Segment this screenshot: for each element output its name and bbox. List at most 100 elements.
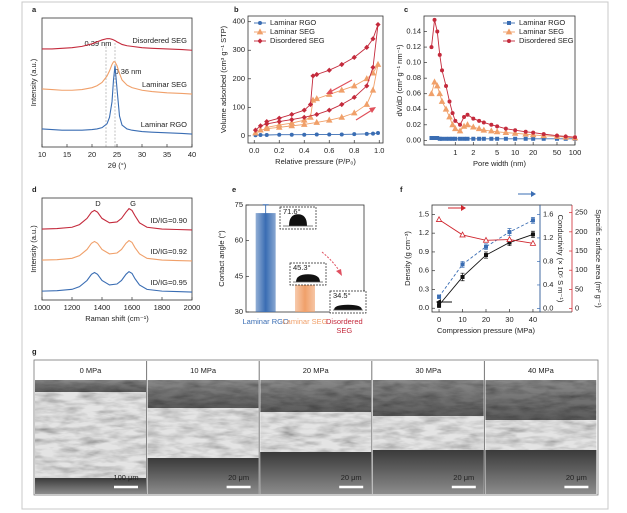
y-axis-title: Contact angle (°): [217, 230, 226, 287]
sem-label: 30 MPa: [415, 366, 442, 375]
data-point: [376, 131, 380, 136]
category-label: Laminar RGO: [242, 317, 289, 326]
data-point: [554, 133, 559, 138]
data-point: [511, 129, 519, 136]
x-tick-label: 0.0: [249, 146, 259, 155]
y-tick-label: 300: [232, 45, 245, 54]
data-point: [444, 83, 449, 88]
data-point: [495, 124, 500, 129]
data-point: [464, 121, 471, 128]
data-point: [507, 240, 512, 245]
data-point: [462, 115, 467, 120]
y2-tick-label: 0.0: [543, 303, 553, 312]
figure-border: [21, 1, 609, 510]
data-point: [325, 116, 333, 123]
series-label: ID/IG=0.95: [151, 278, 187, 287]
x-tick-label: 1600: [124, 303, 141, 312]
sem-frame: [33, 359, 599, 496]
label-strip: [35, 361, 146, 380]
data-point: [434, 82, 441, 89]
data-point: [364, 44, 370, 50]
data-point: [513, 128, 518, 133]
data-point: [257, 123, 264, 129]
data-point: [326, 107, 332, 113]
series-label: Laminar RGO: [141, 120, 187, 129]
series-line: [41, 65, 193, 135]
data-point: [484, 244, 488, 249]
y-tick-label: 0.08: [406, 73, 421, 82]
data-point: [327, 132, 332, 137]
data-point: [309, 96, 317, 103]
sem-background: [35, 380, 146, 392]
hysteresis-arrow: [355, 109, 373, 121]
legend-marker: [257, 38, 263, 44]
data-point: [339, 132, 344, 137]
data-point: [471, 136, 476, 141]
data-point: [364, 83, 370, 89]
data-point: [307, 113, 314, 120]
y-tick-label: 0.00: [406, 135, 421, 144]
data-point: [375, 21, 381, 28]
x-tick-label: 20: [482, 315, 490, 324]
data-point: [363, 75, 371, 82]
y3-tick-label: 100: [575, 265, 588, 274]
data-point: [350, 109, 358, 116]
y-tick-label: 0.06: [406, 89, 421, 98]
x-axis-title: Relative pressure (P/P₀): [275, 157, 356, 166]
y2-tick-label: 1.6: [543, 209, 553, 218]
x-axis-title: Raman shift (cm⁻¹): [85, 314, 149, 323]
data-point: [264, 133, 269, 138]
data-point: [258, 133, 263, 138]
data-point: [440, 136, 445, 141]
y-tick-label: 0: [241, 131, 245, 140]
data-point: [465, 136, 470, 141]
x-tick-label: 1.0: [374, 146, 384, 155]
y-tick-label: 100: [232, 102, 245, 111]
data-point: [313, 95, 321, 102]
scale-bar-label: 20 μm: [228, 473, 249, 482]
y-tick-label: 400: [232, 17, 245, 26]
series-label: Disordered SEG: [132, 36, 187, 45]
data-point: [456, 127, 464, 134]
y-tick-label: 30: [235, 307, 243, 316]
y-axis-title: Intensity (a.u.): [29, 58, 38, 106]
sem-film: [147, 408, 259, 458]
data-point: [325, 90, 333, 97]
scale-bar-label: 20 μm: [453, 473, 474, 482]
legend-marker: [258, 21, 262, 25]
sem-film: [35, 392, 146, 478]
series-line: [41, 61, 193, 95]
data-point: [452, 125, 459, 132]
legend-label: Laminar SEG: [519, 27, 564, 36]
x-tick-label: 5: [495, 148, 499, 157]
label-strip: [260, 361, 372, 380]
x-tick-label: 0.8: [349, 146, 359, 155]
category-label: Disordered SEG: [325, 317, 363, 335]
data-point: [449, 121, 456, 128]
y3-tick-label: 0: [575, 304, 579, 313]
data-point: [435, 136, 440, 141]
data-point: [437, 303, 442, 308]
y-tick-label: 1.5: [419, 209, 429, 218]
data-point: [431, 78, 438, 85]
data-point: [563, 134, 568, 139]
y-tick-label: 60: [235, 236, 243, 245]
data-point: [338, 86, 346, 93]
series-line: [42, 38, 193, 51]
data-point: [314, 111, 320, 118]
annotation: G: [130, 199, 136, 208]
panel-label: b: [234, 5, 239, 14]
data-point: [338, 113, 346, 120]
x-tick-label: 0.6: [324, 146, 334, 155]
sem-background: [372, 380, 484, 416]
x-tick-label: 1200: [64, 303, 81, 312]
sem-label: 20 MPa: [303, 366, 330, 375]
data-point: [301, 107, 307, 113]
y-tick-label: 200: [232, 74, 245, 83]
data-point: [453, 118, 458, 123]
data-point: [484, 253, 488, 258]
data-point: [529, 239, 537, 246]
y-tick-label: 1.2: [419, 228, 429, 237]
data-point: [446, 113, 453, 120]
sem-film: [260, 412, 372, 452]
